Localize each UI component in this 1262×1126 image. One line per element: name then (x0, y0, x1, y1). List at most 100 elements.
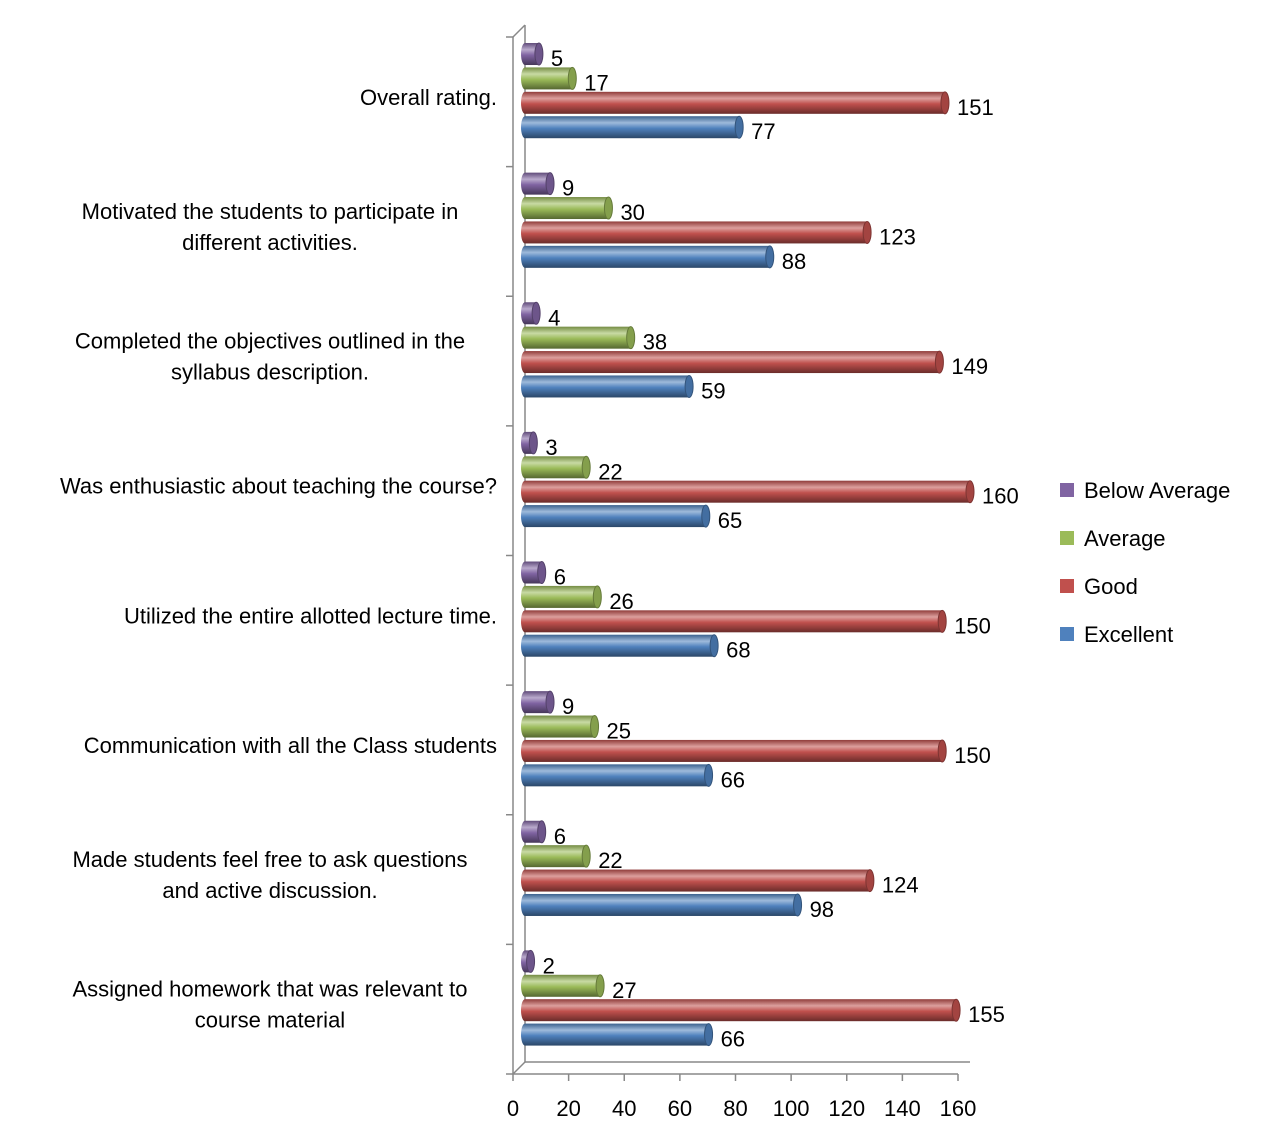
bar-below-average (521, 561, 547, 585)
bar-good (521, 998, 961, 1022)
legend-label: Good (1084, 574, 1138, 599)
legend-item-good: Good (1060, 574, 1138, 599)
category-label-motivated-the-students-to-participate-in: Motivated the students to participate in… (82, 199, 459, 255)
bar-average (521, 196, 613, 220)
x-tick-label: 160 (940, 1096, 977, 1121)
category-label-made-students-feel-free-to-ask-questions: Made students feel free to ask questions… (72, 847, 467, 903)
data-label-below-average: 3 (545, 435, 557, 460)
data-label-average: 22 (598, 848, 622, 873)
category-label-utilized-the-entire-allotted-lecture-tim: Utilized the entire allotted lecture tim… (124, 603, 497, 628)
legend-swatch (1060, 579, 1074, 593)
bar-excellent (521, 1023, 714, 1047)
category-label-assigned-homework-that-was-relevant-to-c: Assigned homework that was relevant to co… (73, 977, 468, 1033)
legend-item-excellent: Excellent (1060, 622, 1173, 647)
chart-labels: 0 20 40 60 80 100 120 140 160 Overall rating. Moti… (60, 46, 1019, 1121)
legend-swatch (1060, 531, 1074, 545)
data-label-excellent: 66 (721, 1027, 745, 1052)
data-label-excellent: 77 (751, 119, 775, 144)
bar-below-average (521, 820, 547, 844)
data-label-excellent: 59 (701, 378, 725, 403)
data-label-excellent: 68 (726, 638, 750, 663)
data-label-good: 149 (951, 354, 988, 379)
bar-average (521, 715, 600, 739)
legend-label: Excellent (1084, 622, 1173, 647)
legend-label: Below Average (1084, 478, 1230, 503)
data-label-excellent: 66 (721, 767, 745, 792)
bar-excellent (521, 245, 775, 269)
bar-good (521, 480, 975, 504)
chart-axes (506, 24, 970, 1081)
bar-average (521, 455, 591, 479)
x-tick-label: 60 (668, 1096, 692, 1121)
bar-good (521, 220, 872, 244)
data-label-below-average: 9 (562, 176, 574, 201)
bar-average (521, 66, 577, 90)
bar-below-average (521, 690, 555, 714)
data-label-excellent: 88 (782, 249, 806, 274)
bar-below-average (521, 431, 538, 455)
data-label-average: 22 (598, 459, 622, 484)
legend-swatch (1060, 483, 1074, 497)
bar-excellent (521, 504, 711, 528)
x-tick-label: 140 (884, 1096, 921, 1121)
data-label-good: 155 (968, 1002, 1005, 1027)
chart-legend: Below Average Average Good Excellent (1060, 478, 1230, 647)
bar-average (521, 585, 602, 609)
bar-good (521, 739, 947, 763)
bar-good (521, 91, 950, 115)
x-tick-label: 100 (773, 1096, 810, 1121)
data-label-below-average: 2 (543, 953, 555, 978)
data-label-below-average: 9 (562, 694, 574, 719)
chart-bars (521, 42, 975, 1047)
x-tick-label: 0 (507, 1096, 519, 1121)
data-label-below-average: 5 (551, 46, 563, 71)
x-tick-label: 40 (612, 1096, 636, 1121)
x-tick-label: 80 (723, 1096, 747, 1121)
x-tick-label: 20 (556, 1096, 580, 1121)
data-label-below-average: 6 (554, 824, 566, 849)
bar-good (521, 869, 875, 893)
data-label-good: 160 (982, 484, 1019, 509)
axis-depth-line (512, 24, 526, 38)
bar-average (521, 974, 605, 998)
bar-excellent (521, 374, 694, 398)
data-label-average: 30 (620, 200, 644, 225)
category-label-communication-with-all-the-class-student: Communication with all the Class student… (84, 733, 497, 758)
data-label-average: 38 (643, 330, 667, 355)
bar-below-average (521, 172, 555, 196)
bar-excellent (521, 115, 744, 139)
data-label-average: 26 (609, 589, 633, 614)
bar-good (521, 609, 947, 633)
data-label-good: 150 (954, 613, 991, 638)
data-label-excellent: 98 (810, 897, 834, 922)
data-label-excellent: 65 (718, 508, 742, 533)
legend-swatch (1060, 627, 1074, 641)
data-label-good: 150 (954, 743, 991, 768)
legend-item-below-average: Below Average (1060, 478, 1230, 503)
category-label-was-enthusiastic-about-teaching-the-cour: Was enthusiastic about teaching the cour… (60, 474, 497, 499)
legend-item-average: Average (1060, 526, 1166, 551)
data-label-good: 123 (879, 224, 916, 249)
x-tick-label: 120 (828, 1096, 865, 1121)
legend-label: Average (1084, 526, 1166, 551)
bar-excellent (521, 893, 803, 917)
bar-excellent (521, 763, 714, 787)
bar-good (521, 350, 944, 374)
bar-below-average (521, 301, 541, 325)
bar-average (521, 844, 591, 868)
data-label-average: 17 (584, 70, 608, 95)
data-label-good: 124 (882, 873, 919, 898)
data-label-average: 25 (607, 719, 631, 744)
data-label-below-average: 6 (554, 565, 566, 590)
category-label-overall-rating: Overall rating. (360, 85, 497, 110)
bar-below-average (521, 42, 544, 66)
data-label-below-average: 4 (548, 305, 560, 330)
bar-excellent (521, 634, 719, 658)
category-label-completed-the-objectives-outlined-in-the: Completed the objectives outlined in the… (75, 329, 465, 385)
bar-average (521, 326, 636, 350)
bar-below-average (521, 949, 536, 973)
data-label-average: 27 (612, 978, 636, 1003)
axis-depth-line (512, 1061, 526, 1075)
data-label-good: 151 (957, 95, 994, 120)
